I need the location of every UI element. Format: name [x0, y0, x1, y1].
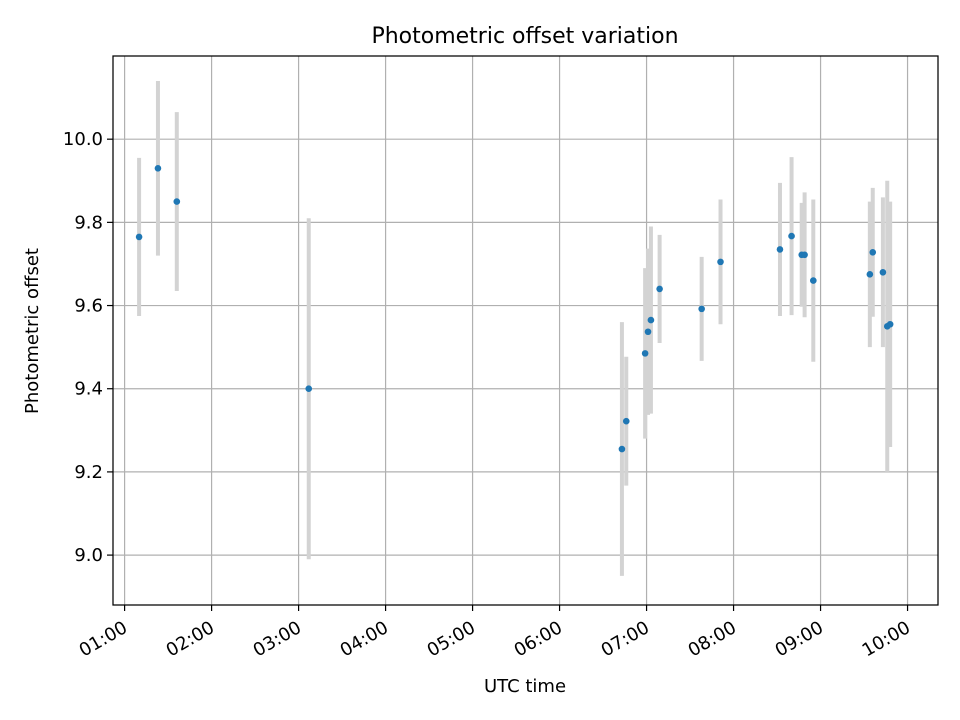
plot-frame [112, 55, 939, 606]
data-point [717, 258, 724, 266]
y-tick-label: 10.0 [63, 129, 103, 150]
data-point [886, 320, 894, 328]
data-point [644, 328, 652, 336]
data-point [879, 268, 887, 276]
data-points [135, 164, 894, 453]
x-axis-label: UTC time [484, 676, 566, 697]
y-tick-label: 9.2 [74, 462, 103, 483]
data-point [135, 233, 143, 241]
data-point [801, 251, 808, 259]
chart-title: Photometric offset variation [371, 24, 678, 49]
data-point [647, 316, 655, 324]
y-tick-label: 9.0 [74, 545, 103, 566]
y-tick-label: 9.8 [74, 212, 103, 233]
data-point [776, 246, 784, 253]
y-tick-label: 9.6 [74, 296, 103, 317]
data-point [154, 164, 162, 172]
data-point [869, 249, 877, 256]
data-point [810, 277, 817, 284]
data-point [866, 271, 874, 278]
data-point [622, 417, 630, 425]
data-point [656, 285, 663, 293]
data-point [641, 350, 649, 357]
y-tick-label: 9.4 [74, 379, 103, 400]
y-axis-label: Photometric offset [22, 248, 43, 414]
data-point [618, 445, 626, 453]
data-point [173, 198, 181, 205]
data-point [305, 385, 313, 393]
data-point [698, 305, 705, 313]
data-point [788, 232, 795, 240]
